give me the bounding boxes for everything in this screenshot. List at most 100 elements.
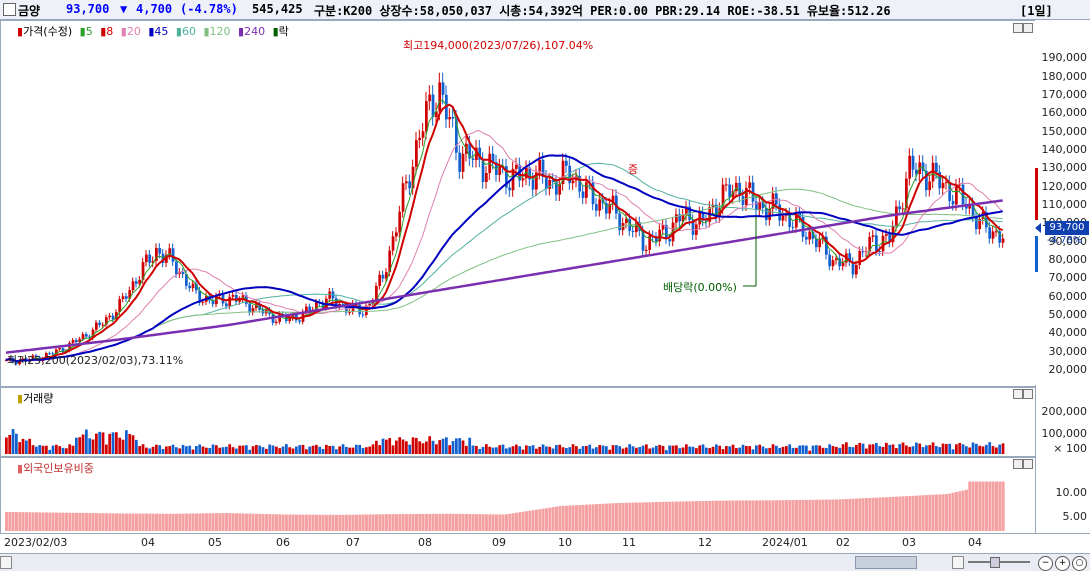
candle-body (138, 279, 142, 284)
foreign-ratio-bar (791, 500, 795, 531)
foreign-ratio-bar (438, 513, 442, 531)
candle-body (595, 204, 598, 211)
foreign-ratio-bar (11, 512, 15, 531)
volume-bar (261, 447, 265, 454)
scroll-right-button[interactable] (952, 556, 964, 569)
candle-body (951, 201, 955, 205)
candle-body (408, 181, 412, 189)
volume-bar (401, 439, 405, 454)
candle-body (735, 182, 738, 192)
candle-body (395, 232, 398, 237)
foreign-ratio-bar (351, 514, 355, 531)
volume-bar (601, 445, 605, 454)
legend-price[interactable]: ▮가격(수정) (17, 25, 73, 38)
volume-bar (731, 444, 735, 454)
legend-ma45[interactable]: ▮45 (148, 25, 169, 38)
volume-bar (211, 444, 215, 454)
foreign-ownership-panel[interactable]: ▮외국인보유비중 (0, 457, 1036, 534)
foreign-close-button[interactable] (1023, 459, 1033, 469)
foreign-ratio-bar (645, 502, 648, 531)
volume-panel[interactable]: ▮거래량 (0, 387, 1036, 457)
foreign-ratio-bar (981, 481, 985, 531)
zoom-reset-icon[interactable]: ○ (1072, 556, 1087, 571)
zoom-slider-handle[interactable] (990, 557, 1000, 568)
candle-body (848, 253, 852, 262)
volume-bar (671, 445, 675, 454)
candle-body (571, 180, 575, 184)
chart-scrollbar[interactable]: − + ○ (0, 553, 1090, 571)
candle-body (68, 342, 72, 351)
foreign-ratio-bar (118, 513, 122, 531)
foreign-ratio-bar (638, 502, 642, 531)
legend-ma120[interactable]: ▮120 (203, 25, 231, 38)
candle-body (515, 164, 518, 169)
candle-body (55, 349, 58, 354)
volume-bar (265, 448, 268, 454)
volume-bar (185, 446, 188, 454)
volume-bar (378, 445, 382, 454)
volume-bar (741, 444, 745, 454)
foreign-ratio-bar (561, 505, 565, 531)
foreign-ratio-bar (475, 514, 478, 531)
foreign-legend[interactable]: ▮외국인보유비중 (17, 462, 94, 475)
panel-close-button[interactable] (1023, 23, 1033, 33)
legend-ma20[interactable]: ▮20 (120, 25, 141, 38)
candle-body (308, 306, 312, 311)
foreign-ratio-bar (801, 499, 805, 531)
panel-minimize-button[interactable] (1013, 23, 1023, 33)
current-price-tag: 93,700 (1045, 221, 1089, 235)
candle-body (908, 155, 912, 179)
zoom-out-icon[interactable]: − (1038, 556, 1053, 571)
foreign-ratio-bar (478, 514, 482, 531)
volume-legend[interactable]: ▮거래량 (17, 392, 54, 405)
legend-ex-dividend[interactable]: ▮락 (272, 25, 289, 38)
volume-bar (551, 448, 555, 454)
scroll-thumb[interactable] (855, 556, 917, 569)
foreign-ratio-bar (535, 509, 538, 531)
legend-ma8[interactable]: ▮8 (100, 25, 114, 38)
foreign-ratio-bar (395, 514, 398, 531)
price-chart-panel[interactable]: ▮가격(수정) ▮5 ▮8 ▮20 ▮45 ▮60 ▮120 ▮240 ▮락 최… (0, 20, 1036, 387)
candle-body (328, 291, 332, 299)
candle-body (665, 224, 668, 239)
stock-name[interactable]: 금양 (18, 4, 41, 18)
candle-body (591, 182, 595, 205)
candle-body (691, 219, 695, 235)
foreign-minimize-button[interactable] (1013, 459, 1023, 469)
volume-bar (745, 445, 748, 454)
volume-bar (861, 443, 865, 454)
candle-body (421, 131, 425, 138)
volume-minimize-button[interactable] (1013, 389, 1023, 399)
candle-body (978, 218, 982, 230)
select-checkbox[interactable] (3, 3, 16, 16)
volume-bar (898, 444, 902, 454)
volume-bar (908, 446, 912, 454)
volume-close-button[interactable] (1023, 389, 1033, 399)
legend-ma5[interactable]: ▮5 (79, 25, 93, 38)
price-tick: 50,000 (1048, 308, 1088, 321)
candle-body (538, 159, 542, 173)
candle-body (545, 176, 548, 189)
candle-body (75, 340, 78, 343)
foreign-ratio-bar (558, 506, 562, 531)
foreign-ratio-bar (631, 502, 635, 531)
volume-bar (31, 445, 35, 454)
foreign-ratio-bar (378, 514, 382, 531)
period-button[interactable]: [1일] (1020, 4, 1053, 18)
price-axis[interactable]: 190,000 180,000 170,000 160,000 150,000 140,0… (1035, 20, 1090, 385)
scroll-left-button[interactable] (0, 556, 12, 569)
legend-ma240[interactable]: ▮240 (238, 25, 266, 38)
volume-bar (775, 445, 778, 454)
foreign-ratio-bar (738, 500, 742, 531)
volume-bar (278, 448, 282, 454)
volume-bar (158, 445, 162, 454)
zoom-in-icon[interactable]: + (1055, 556, 1070, 571)
candle-body (398, 211, 402, 233)
foreign-ratio-bar (345, 514, 348, 531)
low-annotation: 최저25,200(2023/02/03),73.11% (7, 354, 184, 367)
candle-body (851, 261, 855, 275)
volume-bar (208, 447, 212, 454)
legend-ma60[interactable]: ▮60 (175, 25, 196, 38)
candle-body (201, 301, 205, 303)
volume-bar (418, 441, 422, 454)
